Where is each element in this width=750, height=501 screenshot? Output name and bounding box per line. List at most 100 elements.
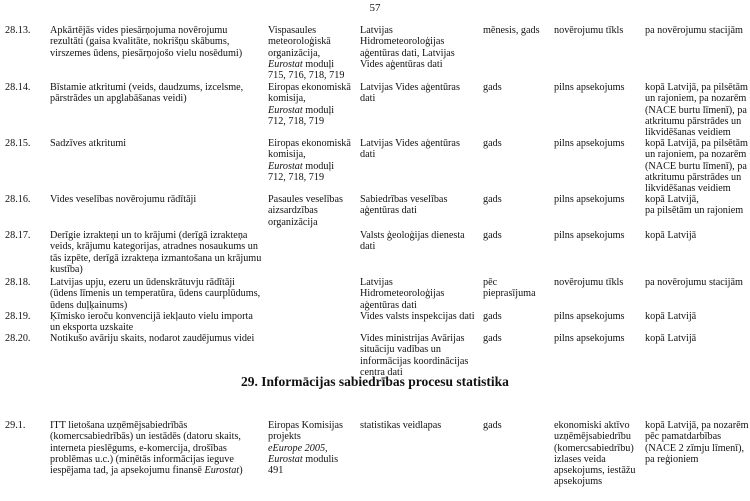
indicator-description-cell: Bīstamie atkritumi (veids, daudzums, izc… (50, 82, 243, 105)
cell-line: dati (360, 93, 376, 105)
cell-line: pa novērojumu stacijām (645, 277, 743, 288)
cell-line: kopā Latvijā (645, 230, 697, 241)
item-number-cell: 28.14. (5, 82, 30, 93)
indicator-description-cell: Ķīmisko ieroču konvencijā iekļauto vielu… (50, 311, 253, 334)
cell-line: gads (483, 82, 502, 93)
cell-line: organizācija (268, 216, 318, 228)
item-number-cell: 28.17. (5, 230, 30, 241)
indicator-description-cell: Notikušo avāriju skaits, nodarot zaudēju… (50, 333, 254, 344)
survey-method-cell: pilns apsekojums (554, 82, 624, 93)
cell-line: statistikas veidlapas (360, 420, 442, 431)
cell-line: gads (483, 333, 502, 344)
cell-line: Latvijas (360, 277, 393, 288)
cell-line: organizācija, (268, 47, 321, 59)
cell-line: dati (360, 149, 376, 161)
cell-line: pieprasījuma (483, 288, 536, 300)
cell-line: Bīstamie atkritumi (veids, daudzums, izc… (50, 82, 244, 93)
cell-line: Ķīmisko ieroču konvencijā iekļauto vielu… (50, 311, 253, 322)
cell-line: 28.14. (5, 82, 31, 93)
data-source-cell: Latvijas Hidrometeoroloģijas aģentūras dat… (360, 277, 444, 311)
cell-line: kopā Latvijā, (645, 194, 699, 205)
cell-line: centra dati (360, 366, 403, 378)
cell-line: kopā Latvijā (645, 333, 697, 344)
cell-line: Eurostat modulis (268, 453, 339, 465)
cell-line: izlases veida (554, 453, 606, 465)
cell-line: Eurostat moduļi (268, 160, 335, 172)
cell-line: 28.17. (5, 230, 31, 241)
cell-line: aģentūras dati, Latvijas (360, 47, 455, 59)
periodicity-cell: gads (483, 194, 502, 205)
survey-method-cell: novērojumu tīkls (554, 25, 623, 36)
survey-method-cell: pilns apsekojums (554, 138, 624, 149)
cell-line: un eksporta uzskaite (50, 322, 134, 334)
cell-line: ekonomiski aktīvo (554, 420, 630, 431)
cell-line: Derīgie izrakteņi un to krājumi (derīgā … (50, 230, 248, 241)
cell-line: interneta pieslēgums, e-komercija, drošī… (50, 442, 227, 454)
breakdown-cell: kopā Latvijā, pa nozarēm pēc pamatdarbība… (645, 420, 749, 465)
data-source-cell: Latvijas Hidrometeoroloģijas aģentūras dat… (360, 25, 455, 70)
methodology-source-cell: Eiropas ekonomiskā komisija, Eurostat modu… (268, 138, 351, 183)
cell-line: Latvijas (360, 25, 393, 36)
breakdown-cell: kopā Latvijā (645, 333, 696, 344)
cell-line: meteoroloģiskā (268, 36, 331, 48)
cell-line: Latvijas upju, ezeru un ūdenskrātuvju rā… (50, 277, 236, 288)
cell-line: Apkārtējās vides piesārņojuma novērojumu (50, 25, 228, 36)
methodology-source-cell: Vispasaules meteoroloģiskā organizācija, Eu… (268, 25, 344, 81)
cell-line: likvidēšanas veidiem (645, 127, 731, 139)
cell-line: komisija, (268, 93, 306, 105)
cell-line: pārstrādes un apglabāšanas veidi) (50, 93, 187, 105)
cell-line: Vispasaules (268, 25, 317, 36)
cell-line: eEurope 2005, (268, 442, 328, 454)
cell-line: (NACE 2 zīmju līmenī), (645, 442, 745, 454)
periodicity-cell: pēc pieprasījuma (483, 277, 536, 300)
methodology-source-cell: Eiropas ekonomiskā komisija, Eurostat modu… (268, 82, 351, 127)
breakdown-cell: kopā Latvijā (645, 311, 696, 322)
cell-line: un rajoniem, pa nozarēm (645, 149, 747, 161)
cell-line: Hidrometeoroloģijas (360, 288, 445, 300)
cell-line: pilns apsekojums (554, 138, 625, 149)
cell-line: 28.18. (5, 277, 31, 288)
cell-line: pilns apsekojums (554, 230, 625, 241)
cell-line: informācijas koordinācijas (360, 355, 469, 367)
cell-line: Latvijas Vides aģentūras (360, 138, 460, 149)
item-number-cell: 28.20. (5, 333, 30, 344)
cell-line: pilns apsekojums (554, 333, 625, 344)
section-heading: 29. Informācijas sabiedrības procesu sta… (241, 374, 509, 389)
cell-line: Vides aģentūras dati (360, 58, 443, 70)
cell-line: Sadzīves atkritumi (50, 138, 127, 149)
cell-line: gads (483, 230, 502, 241)
cell-line: pa reģioniem (645, 453, 699, 465)
breakdown-cell: pa novērojumu stacijām (645, 25, 743, 36)
cell-line: 28.16. (5, 194, 31, 205)
cell-line: ūdens duļķainums) (50, 299, 128, 311)
cell-line: iespējama tad, ja apsekojumu finansē Eur… (50, 465, 243, 477)
cell-line: (komercsabiedrību) (554, 442, 634, 454)
data-source-cell: statistikas veidlapas (360, 420, 441, 431)
cell-line: dati (360, 241, 376, 253)
page-number: 57 (369, 2, 381, 14)
cell-line: pilns apsekojums (554, 82, 625, 93)
cell-line: Vides veselības novērojumu rādītāji (50, 194, 197, 205)
cell-line: novērojumu tīkls (554, 25, 624, 36)
survey-method-cell: pilns apsekojums (554, 333, 624, 344)
item-number-cell: 29.1. (5, 420, 25, 431)
survey-method-cell: ekonomiski aktīvo uzņēmējsabiedrību (komer… (554, 420, 635, 488)
indicator-description-cell: Derīgie izrakteņi un to krājumi (derīgā … (50, 230, 261, 275)
cell-line: Eurostat moduļi (268, 58, 335, 70)
cell-line: atkritumu pārstrādes un (645, 115, 742, 127)
cell-line: kopā Latvijā, pa nozarēm (645, 420, 749, 431)
cell-line: uzņēmējsabiedrību (554, 431, 631, 443)
cell-line: 28.15. (5, 138, 31, 149)
breakdown-cell: kopā Latvijā, pa pilsētām un rajoniem (645, 194, 743, 217)
cell-line: pilns apsekojums (554, 194, 625, 205)
cell-line: 712, 718, 719 (268, 171, 325, 183)
cell-line: ITT lietošana uzņēmējsabiedrībās (50, 420, 188, 431)
cell-line: Sabiedrības veselības (360, 194, 448, 205)
cell-line: Eiropas ekonomiskā (268, 138, 351, 149)
cell-line: Hidrometeoroloģijas (360, 36, 445, 48)
cell-line: 28.19. (5, 311, 31, 322)
cell-line: aģentūras dati (360, 299, 417, 311)
breakdown-cell: kopā Latvijā (645, 230, 696, 241)
survey-method-cell: pilns apsekojums (554, 194, 624, 205)
cell-line: pa novērojumu stacijām (645, 25, 743, 36)
